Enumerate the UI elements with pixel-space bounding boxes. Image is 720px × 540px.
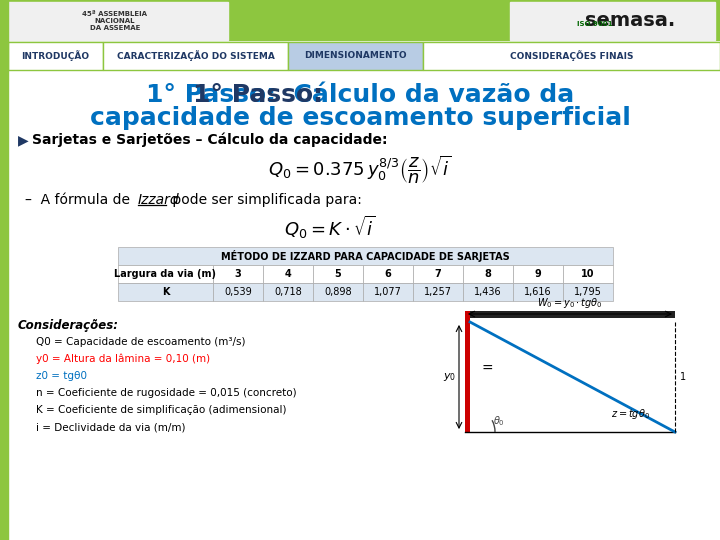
Text: K: K: [162, 287, 169, 297]
Text: 5: 5: [335, 269, 341, 279]
Bar: [413, 283, 463, 301]
Bar: [8, 2, 228, 40]
Text: 0,718: 0,718: [274, 287, 302, 297]
Text: $y_0$: $y_0$: [444, 371, 456, 383]
Text: 7: 7: [435, 269, 441, 279]
Bar: [513, 265, 563, 283]
Bar: [103, 42, 288, 70]
Text: 0,898: 0,898: [324, 287, 352, 297]
Text: 1,257: 1,257: [424, 287, 452, 297]
Bar: [118, 247, 613, 265]
Text: Largura da via (m): Largura da via (m): [114, 269, 217, 279]
Bar: [263, 265, 313, 283]
Text: =: =: [481, 362, 492, 376]
Text: i = Declividade da via (m/m): i = Declividade da via (m/m): [36, 422, 186, 432]
Text: 4: 4: [284, 269, 292, 279]
Bar: [8, 42, 103, 70]
Text: $\theta_0$: $\theta_0$: [493, 414, 505, 428]
Text: Izzard: Izzard: [138, 193, 179, 207]
Bar: [363, 283, 413, 301]
Text: $W_0 = y_0 \cdot tg\theta_0$: $W_0 = y_0 \cdot tg\theta_0$: [537, 296, 603, 310]
Text: 1,436: 1,436: [474, 287, 502, 297]
Text: CARACTERIZAÇÃO DO SISTEMA: CARACTERIZAÇÃO DO SISTEMA: [117, 51, 274, 62]
Bar: [313, 265, 363, 283]
Text: 1° Passo:  Cálculo da vazão da: 1° Passo: Cálculo da vazão da: [146, 83, 574, 107]
Bar: [465, 311, 675, 318]
Text: 45ª ASSEMBLEIA
NACIONAL
DA ASSEMAE: 45ª ASSEMBLEIA NACIONAL DA ASSEMAE: [83, 11, 148, 31]
Text: 3: 3: [235, 269, 241, 279]
Bar: [465, 311, 470, 432]
Text: semasa.: semasa.: [585, 11, 675, 30]
Text: $z = tg\theta_0$: $z = tg\theta_0$: [611, 407, 649, 421]
Text: $Q_0 = K\cdot\sqrt{i}$: $Q_0 = K\cdot\sqrt{i}$: [284, 213, 376, 240]
Bar: [118, 265, 213, 283]
Bar: [463, 283, 513, 301]
Bar: [0, 0, 8, 540]
Text: n = Coeficiente de rugosidade = 0,015 (concreto): n = Coeficiente de rugosidade = 0,015 (c…: [36, 388, 297, 398]
Text: 9: 9: [535, 269, 541, 279]
Text: DIMENSIONAMENTO: DIMENSIONAMENTO: [304, 51, 407, 60]
Text: 10: 10: [581, 269, 595, 279]
Text: 1,795: 1,795: [574, 287, 602, 297]
Text: –  A fórmula de: – A fórmula de: [25, 193, 135, 207]
Text: $Q_0 = 0.375\,y_0^{8/3}\left(\dfrac{z}{n}\right)\sqrt{i}$: $Q_0 = 0.375\,y_0^{8/3}\left(\dfrac{z}{n…: [269, 154, 451, 186]
Bar: [510, 2, 715, 40]
Text: pode ser simplificada para:: pode ser simplificada para:: [168, 193, 362, 207]
Text: 6: 6: [384, 269, 392, 279]
Bar: [213, 265, 263, 283]
Bar: [288, 42, 423, 70]
Bar: [263, 283, 313, 301]
Bar: [563, 283, 613, 301]
Bar: [118, 283, 213, 301]
Bar: [363, 265, 413, 283]
Bar: [513, 283, 563, 301]
Bar: [423, 42, 720, 70]
Bar: [0, 0, 720, 40]
Bar: [313, 283, 363, 301]
Text: Considerações:: Considerações:: [18, 319, 119, 332]
Text: K = Coeficiente de simplificação (adimensional): K = Coeficiente de simplificação (adimen…: [36, 405, 287, 415]
Text: y0 = Altura da lâmina = 0,10 (m): y0 = Altura da lâmina = 0,10 (m): [36, 354, 210, 364]
Text: ISO 9001: ISO 9001: [577, 21, 613, 27]
Text: Sarjetas e Sarjetões – Cálculo da capacidade:: Sarjetas e Sarjetões – Cálculo da capaci…: [32, 133, 387, 147]
Bar: [213, 283, 263, 301]
Text: capacidade de escoamento superficial: capacidade de escoamento superficial: [89, 106, 631, 130]
Text: z0 = tgθ0: z0 = tgθ0: [36, 371, 87, 381]
Bar: [563, 265, 613, 283]
Text: MÉTODO DE IZZARD PARA CAPACIDADE DE SARJETAS: MÉTODO DE IZZARD PARA CAPACIDADE DE SARJ…: [221, 250, 510, 262]
Bar: [463, 265, 513, 283]
Text: ▶: ▶: [18, 133, 29, 147]
Text: 8: 8: [485, 269, 492, 279]
Text: 0,539: 0,539: [224, 287, 252, 297]
Text: CONSIDERAÇÕES FINAIS: CONSIDERAÇÕES FINAIS: [510, 51, 634, 62]
Bar: [413, 265, 463, 283]
Text: 1,077: 1,077: [374, 287, 402, 297]
Text: 1,616: 1,616: [524, 287, 552, 297]
Text: 1: 1: [680, 372, 686, 382]
Text: Q0 = Capacidade de escoamento (m³/s): Q0 = Capacidade de escoamento (m³/s): [36, 337, 246, 347]
Text: 1° Passo:: 1° Passo:: [193, 83, 332, 107]
Text: INTRODUÇÃO: INTRODUÇÃO: [22, 51, 89, 62]
